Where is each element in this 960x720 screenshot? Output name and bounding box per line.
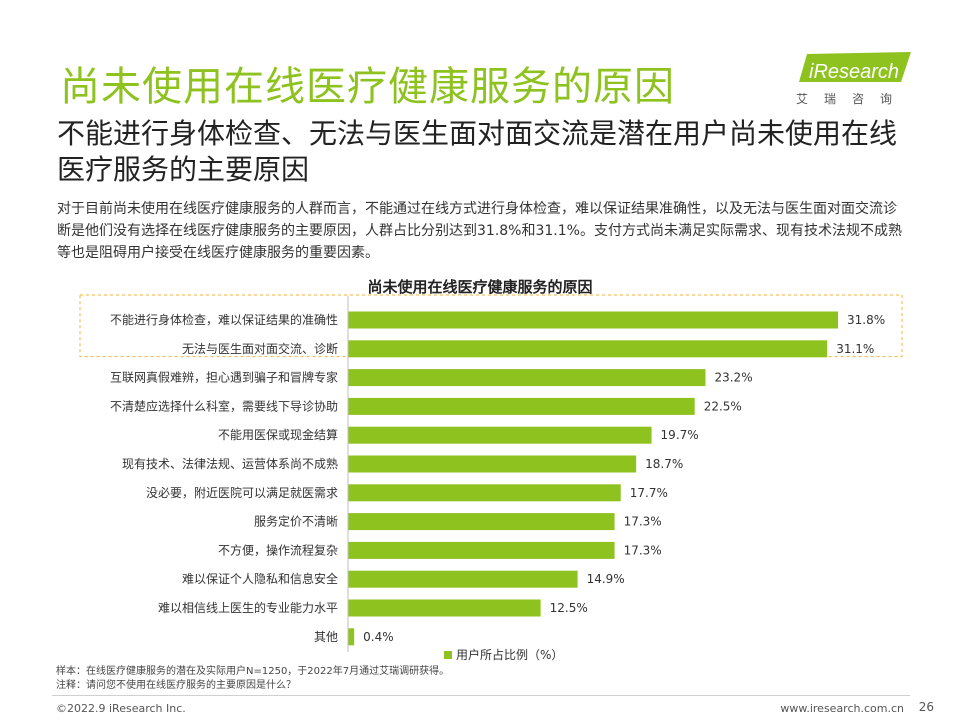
- category-label: 其他: [314, 630, 338, 644]
- highlight-box: [79, 294, 903, 358]
- legend-swatch: [444, 650, 452, 659]
- data-label: 17.3%: [624, 515, 662, 529]
- data-label: 18.7%: [645, 457, 683, 471]
- category-label: 难以相信线上医生的专业能力水平: [158, 600, 338, 615]
- data-label: 31.8%: [847, 313, 885, 327]
- data-label: 31.1%: [836, 342, 874, 356]
- data-label: 12.5%: [550, 601, 588, 615]
- data-label: 22.5%: [704, 399, 742, 413]
- website-link[interactable]: www.iresearch.com.cn: [780, 702, 904, 715]
- question-note: 注释：请问您不使用在线医疗服务的主要原因是什么？: [56, 680, 296, 691]
- bar: [348, 570, 578, 588]
- category-label: 难以保证个人隐私和信息安全: [182, 571, 338, 586]
- category-label: 现有技术、法律法规、运营体系尚不成熟: [122, 456, 338, 471]
- sample-note: 样本：在线医疗健康服务的潜在及实际用户N=1250，于2022年7月通过艾瑞调研…: [56, 666, 450, 677]
- category-label: 没必要，附近医院可以满足就医需求: [146, 485, 338, 500]
- bar: [348, 484, 621, 502]
- category-label: 服务定价不清晰: [254, 514, 338, 529]
- bar: [348, 311, 838, 329]
- page-title: 尚未使用在线医疗健康服务的原因: [60, 64, 675, 110]
- legend-label: 用户所占比例（%）: [456, 648, 564, 662]
- data-label: 19.7%: [661, 428, 699, 442]
- data-label: 23.2%: [714, 371, 752, 385]
- bar: [348, 513, 615, 531]
- data-label: 0.4%: [363, 630, 394, 644]
- bar: [348, 541, 615, 559]
- iresearch-logo: iResearch 艾瑞咨询: [793, 46, 915, 108]
- data-label: 14.9%: [587, 572, 625, 586]
- footer-divider: [52, 695, 910, 696]
- bar: [348, 426, 652, 444]
- chart-legend: 用户所占比例（%）: [444, 646, 563, 663]
- logo-mark: iResearch: [799, 52, 911, 83]
- copyright-text: ©2022.9 iResearch Inc.: [56, 702, 186, 715]
- category-label: 不能用医保或现金结算: [218, 427, 338, 442]
- category-label: 互联网真假难辨，担心遇到骗子和冒牌专家: [110, 370, 338, 385]
- logo-text: iResearch: [809, 61, 899, 83]
- bar: [348, 628, 355, 646]
- category-label: 无法与医生面对面交流、诊断: [182, 341, 338, 356]
- category-label: 不方便，操作流程复杂: [218, 542, 338, 557]
- bar: [348, 369, 706, 387]
- bar: [348, 599, 541, 617]
- bar: [348, 397, 695, 415]
- category-label: 不清楚应选择什么科室，需要线下导诊协助: [110, 398, 338, 413]
- chart-title: 尚未使用在线医疗健康服务的原因: [367, 278, 593, 296]
- bar: [348, 455, 637, 473]
- description-text: 对于目前尚未使用在线医疗健康服务的人群而言，不能通过在线方式进行身体检查，难以保…: [57, 201, 902, 261]
- page-subtitle: 不能进行身体检查、无法与医生面对面交流是潜在用户尚未使用在线医疗服务的主要原因: [57, 117, 898, 186]
- data-label: 17.7%: [630, 486, 668, 500]
- page-number: 26: [918, 700, 934, 714]
- logo-cn-text: 艾瑞咨询: [796, 92, 909, 106]
- bar: [348, 340, 828, 358]
- category-label: 不能进行身体检查，难以保证结果的准确性: [110, 312, 338, 327]
- data-label: 17.3%: [624, 543, 662, 557]
